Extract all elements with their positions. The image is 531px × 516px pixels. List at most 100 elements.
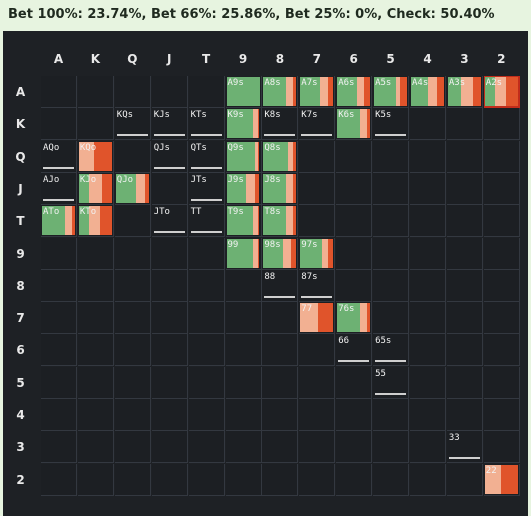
empty-hand-cell[interactable] [114,366,151,399]
empty-hand-cell[interactable] [483,205,520,238]
empty-hand-cell[interactable] [41,269,77,302]
empty-hand-cell[interactable] [77,463,114,496]
empty-hand-cell[interactable] [41,76,77,108]
hand-cell-88[interactable]: 88 [262,269,299,302]
empty-hand-cell[interactable] [373,302,410,335]
empty-hand-cell[interactable] [336,399,373,431]
hand-cell-T9s[interactable]: T9s [225,205,262,238]
empty-hand-cell[interactable] [446,237,483,270]
empty-hand-cell[interactable] [336,366,373,399]
empty-hand-cell[interactable] [151,172,188,205]
empty-hand-cell[interactable] [336,237,373,270]
empty-hand-cell[interactable] [446,399,483,431]
empty-hand-cell[interactable] [41,108,77,141]
empty-hand-cell[interactable] [77,76,114,108]
empty-hand-cell[interactable] [299,431,336,464]
empty-hand-cell[interactable] [77,366,114,399]
empty-hand-cell[interactable] [483,366,520,399]
empty-hand-cell[interactable] [410,237,446,270]
empty-hand-cell[interactable] [262,366,299,399]
empty-hand-cell[interactable] [225,431,262,464]
empty-hand-cell[interactable] [151,302,188,335]
empty-hand-cell[interactable] [188,463,225,496]
empty-hand-cell[interactable] [41,237,77,270]
hand-cell-A5s[interactable]: A5s [373,76,410,108]
empty-hand-cell[interactable] [77,399,114,431]
hand-cell-Q9s[interactable]: Q9s [225,140,262,173]
hand-cell-A4s[interactable]: A4s [410,76,446,108]
empty-hand-cell[interactable] [336,205,373,238]
empty-hand-cell[interactable] [188,302,225,335]
empty-hand-cell[interactable] [410,431,446,464]
empty-hand-cell[interactable] [483,269,520,302]
empty-hand-cell[interactable] [114,205,151,238]
empty-hand-cell[interactable] [41,431,77,464]
empty-hand-cell[interactable] [446,269,483,302]
empty-hand-cell[interactable] [225,302,262,335]
empty-hand-cell[interactable] [262,399,299,431]
empty-hand-cell[interactable] [151,463,188,496]
empty-hand-cell[interactable] [336,269,373,302]
empty-hand-cell[interactable] [410,302,446,335]
empty-hand-cell[interactable] [262,302,299,335]
empty-hand-cell[interactable] [114,431,151,464]
empty-hand-cell[interactable] [114,302,151,335]
empty-hand-cell[interactable] [446,334,483,367]
hand-cell-A3s[interactable]: A3s [446,76,483,108]
hand-cell-A9s[interactable]: A9s [225,76,262,108]
empty-hand-cell[interactable] [336,140,373,173]
hand-cell-T8s[interactable]: T8s [262,205,299,238]
hand-cell-KJo[interactable]: KJo [77,172,114,205]
empty-hand-cell[interactable] [77,431,114,464]
empty-hand-cell[interactable] [41,302,77,335]
hand-cell-77[interactable]: 77 [299,302,336,335]
empty-hand-cell[interactable] [446,108,483,141]
hand-cell-99[interactable]: 99 [225,237,262,270]
empty-hand-cell[interactable] [151,269,188,302]
empty-hand-cell[interactable] [151,431,188,464]
empty-hand-cell[interactable] [299,399,336,431]
empty-hand-cell[interactable] [151,334,188,367]
empty-hand-cell[interactable] [188,269,225,302]
empty-hand-cell[interactable] [114,463,151,496]
empty-hand-cell[interactable] [373,237,410,270]
hand-cell-K5s[interactable]: K5s [373,108,410,141]
empty-hand-cell[interactable] [410,172,446,205]
hand-cell-KTs[interactable]: KTs [188,108,225,141]
empty-hand-cell[interactable] [225,334,262,367]
hand-cell-65s[interactable]: 65s [373,334,410,367]
empty-hand-cell[interactable] [188,399,225,431]
hand-cell-AJo[interactable]: AJo [41,172,77,205]
empty-hand-cell[interactable] [373,269,410,302]
hand-cell-K9s[interactable]: K9s [225,108,262,141]
empty-hand-cell[interactable] [299,366,336,399]
empty-hand-cell[interactable] [373,399,410,431]
hand-cell-J9s[interactable]: J9s [225,172,262,205]
empty-hand-cell[interactable] [188,366,225,399]
empty-hand-cell[interactable] [151,237,188,270]
empty-hand-cell[interactable] [410,269,446,302]
empty-hand-cell[interactable] [114,334,151,367]
empty-hand-cell[interactable] [299,334,336,367]
empty-hand-cell[interactable] [483,108,520,141]
empty-hand-cell[interactable] [299,140,336,173]
empty-hand-cell[interactable] [446,302,483,335]
empty-hand-cell[interactable] [410,205,446,238]
empty-hand-cell[interactable] [77,108,114,141]
hand-cell-JTs[interactable]: JTs [188,172,225,205]
empty-hand-cell[interactable] [483,172,520,205]
hand-cell-KQo[interactable]: KQo [77,140,114,173]
hand-cell-87s[interactable]: 87s [299,269,336,302]
hand-cell-TT[interactable]: TT [188,205,225,238]
empty-hand-cell[interactable] [151,76,188,108]
hand-cell-K7s[interactable]: K7s [299,108,336,141]
hand-cell-KJs[interactable]: KJs [151,108,188,141]
empty-hand-cell[interactable] [41,399,77,431]
empty-hand-cell[interactable] [41,463,77,496]
hand-cell-22[interactable]: 22 [483,463,520,496]
hand-cell-55[interactable]: 55 [373,366,410,399]
empty-hand-cell[interactable] [483,334,520,367]
empty-hand-cell[interactable] [410,399,446,431]
empty-hand-cell[interactable] [483,302,520,335]
empty-hand-cell[interactable] [114,76,151,108]
